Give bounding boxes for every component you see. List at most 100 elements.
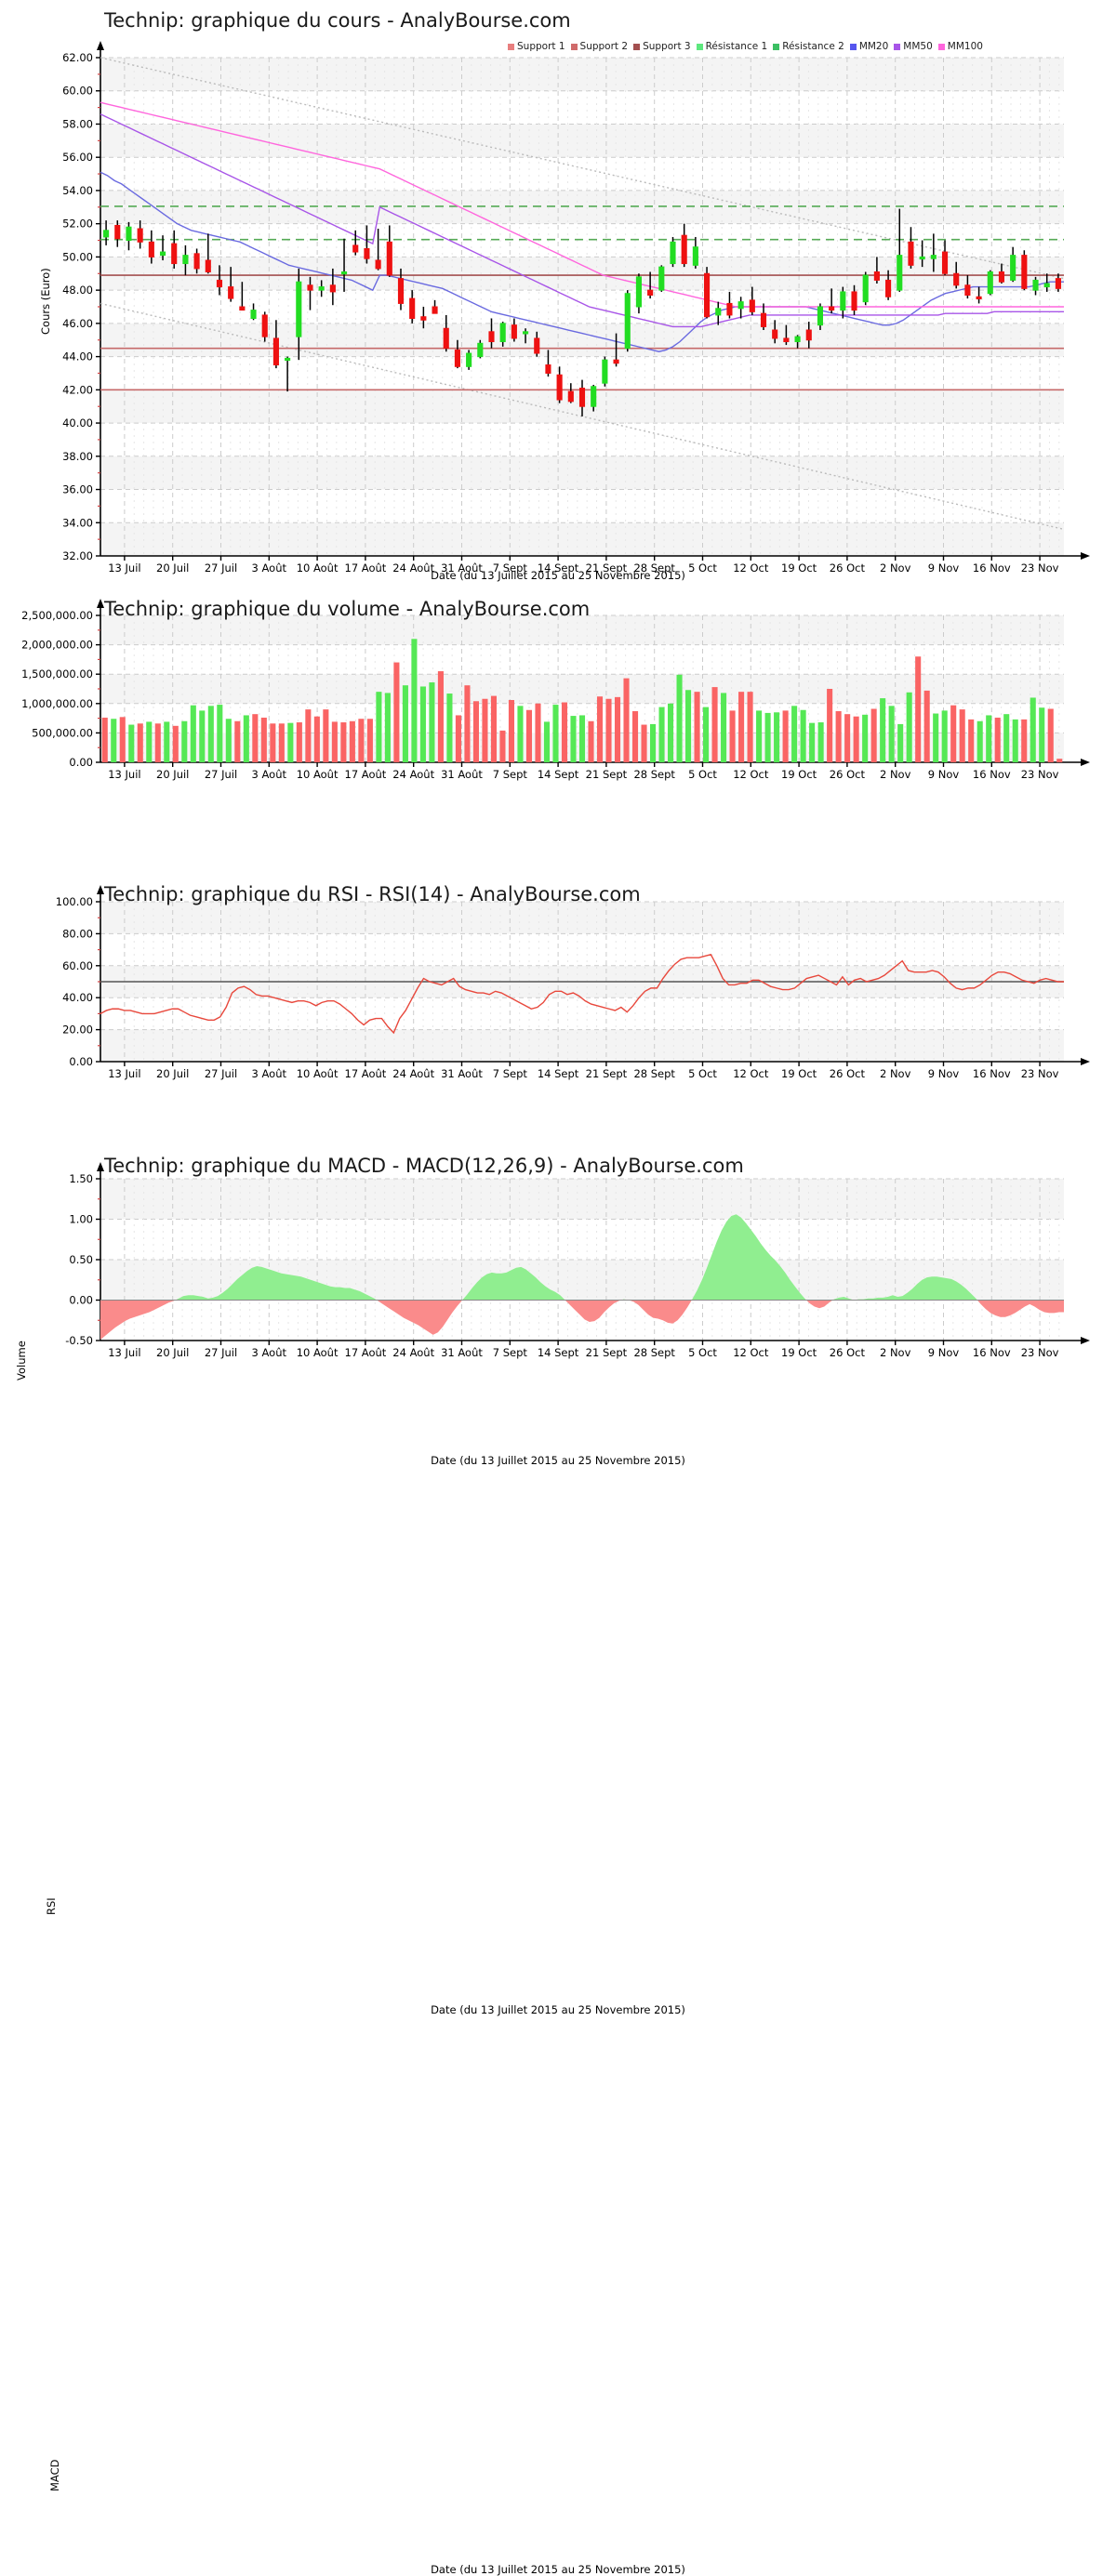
candle-body[interactable] — [930, 255, 937, 259]
candle-body[interactable] — [340, 271, 348, 275]
volume-bar[interactable] — [234, 720, 241, 762]
candle-body[interactable] — [567, 390, 574, 403]
candle-body[interactable] — [998, 271, 1005, 283]
candle-body[interactable] — [840, 291, 846, 311]
candle-body[interactable] — [681, 234, 687, 265]
volume-bar[interactable] — [959, 709, 965, 762]
candle-body[interactable] — [658, 266, 665, 291]
volume-bar[interactable] — [1030, 697, 1036, 762]
candle-body[interactable] — [432, 306, 438, 314]
volume-bar[interactable] — [782, 710, 789, 762]
candle-body[interactable] — [205, 259, 211, 272]
candle-body[interactable] — [534, 337, 540, 354]
price-chart-svg[interactable]: 62.00 60.00 58.00 56.00 54.00 52.00 50.00 48.00… — [0, 0, 1116, 595]
candle-body[interactable] — [670, 241, 676, 265]
volume-bar[interactable] — [870, 708, 877, 762]
candle-body[interactable] — [159, 251, 166, 257]
volume-bar[interactable] — [482, 698, 488, 762]
volume-bar[interactable] — [685, 690, 692, 762]
candle-body[interactable] — [794, 336, 801, 343]
volume-bar[interactable] — [588, 720, 594, 762]
volume-bar[interactable] — [1021, 719, 1028, 762]
volume-bar[interactable] — [711, 687, 718, 762]
volume-bar[interactable] — [111, 719, 117, 762]
candle-body[interactable] — [772, 329, 778, 339]
candle-body[interactable] — [261, 314, 268, 337]
volume-bar[interactable] — [729, 710, 736, 762]
volume-bar[interactable] — [623, 678, 630, 762]
candle-body[interactable] — [760, 312, 767, 327]
volume-bar[interactable] — [137, 723, 143, 762]
volume-bar[interactable] — [429, 682, 435, 762]
volume-bar[interactable] — [119, 717, 126, 762]
volume-bar[interactable] — [490, 695, 497, 762]
volume-bar[interactable] — [888, 706, 895, 762]
candle-body[interactable] — [897, 255, 903, 291]
volume-bar[interactable] — [252, 714, 259, 762]
candle-body[interactable] — [216, 279, 223, 288]
volume-bar[interactable] — [614, 696, 621, 762]
volume-bar[interactable] — [676, 674, 683, 762]
volume-bar[interactable] — [455, 715, 461, 762]
volume-bar[interactable] — [764, 712, 771, 762]
candle-body[interactable] — [193, 253, 200, 270]
candle-body[interactable] — [126, 226, 132, 242]
candle-body[interactable] — [386, 241, 392, 276]
candle-body[interactable] — [635, 276, 643, 308]
volume-bar[interactable] — [817, 722, 824, 762]
rsi-chart-svg[interactable]: 100.00 80.00 60.00 40.00 20.00 0.00 13 Juil 20 … — [0, 874, 1116, 1143]
volume-bar[interactable] — [756, 710, 763, 762]
volume-bar[interactable] — [376, 692, 382, 762]
candle-body[interactable] — [578, 388, 586, 407]
volume-bar[interactable] — [419, 686, 426, 762]
volume-bar[interactable] — [384, 693, 391, 762]
volume-bar[interactable] — [517, 706, 524, 762]
volume-bar[interactable] — [906, 692, 912, 762]
volume-bar[interactable] — [358, 719, 365, 762]
candle-body[interactable] — [171, 243, 178, 265]
candle-body[interactable] — [783, 337, 790, 343]
candle-body[interactable] — [953, 272, 960, 286]
volume-bar[interactable] — [880, 698, 886, 762]
volume-bar[interactable] — [243, 715, 249, 762]
candle-body[interactable] — [885, 279, 892, 297]
candle-body[interactable] — [602, 359, 608, 384]
volume-bar[interactable] — [605, 698, 612, 762]
candle-body[interactable] — [148, 241, 154, 258]
volume-bar[interactable] — [313, 716, 320, 762]
volume-bar[interactable] — [641, 724, 647, 762]
candle-body[interactable] — [613, 359, 619, 364]
volume-bar[interactable] — [146, 721, 153, 762]
volume-bar[interactable] — [472, 701, 479, 762]
candle-body[interactable] — [692, 246, 698, 266]
candle-body[interactable] — [1032, 279, 1039, 291]
volume-bar[interactable] — [349, 720, 355, 762]
volume-bar[interactable] — [915, 656, 922, 762]
candle-body[interactable] — [182, 255, 189, 265]
volume-bar[interactable] — [649, 723, 657, 762]
volume-bar[interactable] — [305, 709, 312, 762]
volume-bar[interactable] — [578, 715, 586, 762]
volume-bar[interactable] — [190, 705, 196, 762]
volume-bar[interactable] — [1012, 719, 1018, 762]
candle-body[interactable] — [1043, 283, 1050, 288]
candle-body[interactable] — [873, 271, 880, 281]
volume-bar[interactable] — [897, 723, 904, 762]
rsi-line[interactable] — [100, 953, 1064, 1035]
volume-bar[interactable] — [217, 705, 223, 762]
volume-bar[interactable] — [694, 692, 700, 762]
volume-bar[interactable] — [411, 639, 418, 762]
candle-body[interactable] — [817, 306, 824, 326]
volume-bar[interactable] — [464, 685, 471, 762]
candle-body[interactable] — [466, 352, 472, 367]
volume-bar[interactable] — [800, 709, 806, 762]
candle-body[interactable] — [375, 259, 381, 270]
candle-body[interactable] — [272, 337, 279, 366]
volume-bar[interactable] — [393, 662, 400, 762]
volume-bar[interactable] — [976, 720, 983, 762]
candle-body[interactable] — [1010, 255, 1016, 281]
candle-body[interactable] — [964, 284, 971, 296]
candle-body[interactable] — [737, 301, 744, 310]
volume-bar[interactable] — [1056, 759, 1063, 762]
volume-bar[interactable] — [323, 709, 329, 762]
